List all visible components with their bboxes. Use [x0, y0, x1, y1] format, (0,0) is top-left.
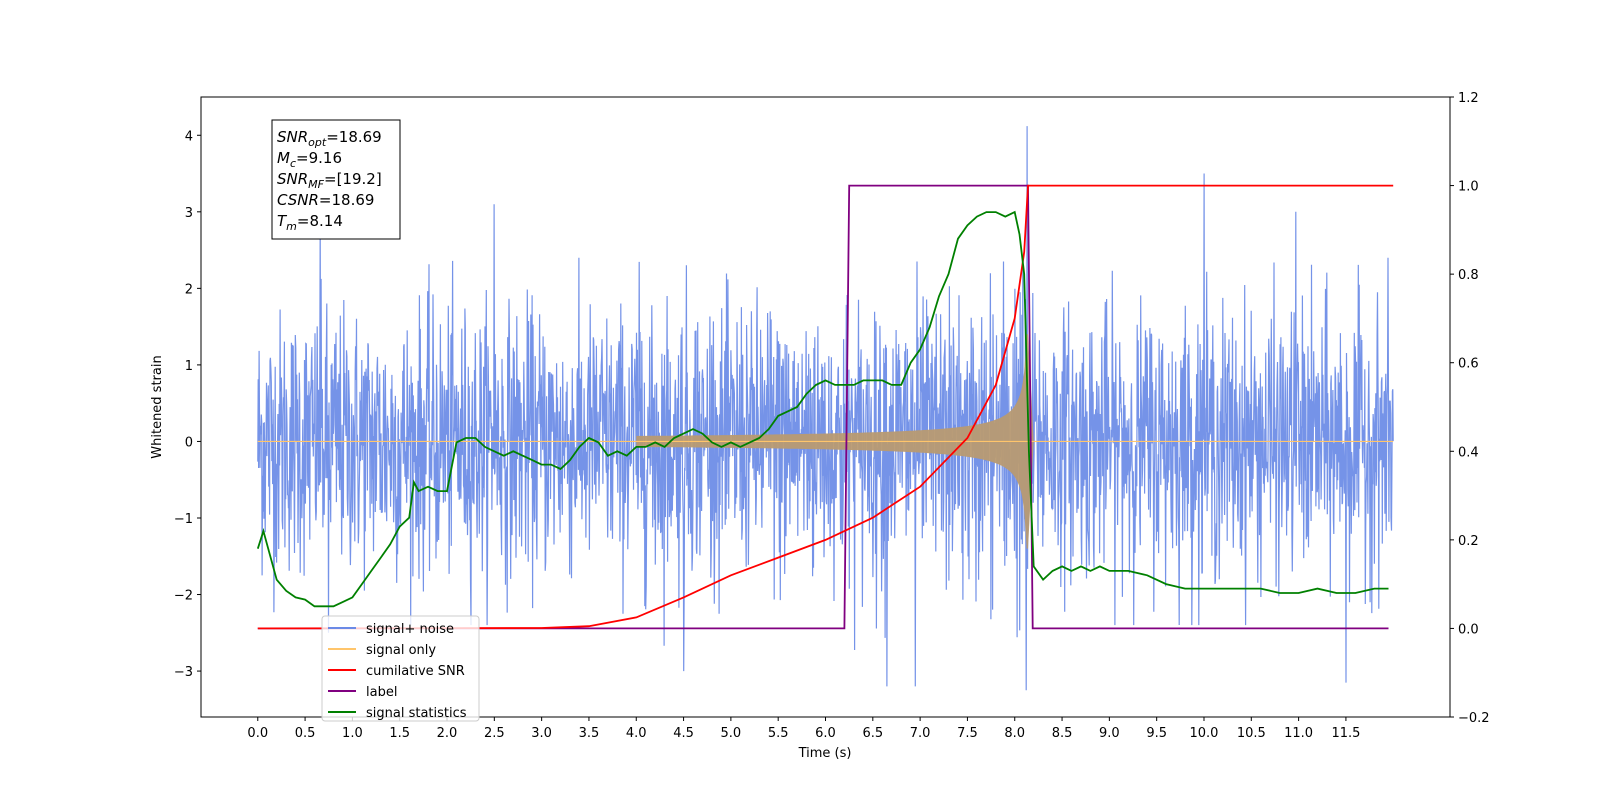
info-line-subscript: MF [308, 178, 324, 191]
x-tick-label: 9.0 [1099, 726, 1120, 741]
info-line: SNRMF=[19.2] [277, 170, 382, 191]
info-line-value: =9.16 [296, 149, 342, 167]
y-right-tick-label: 0.4 [1458, 445, 1479, 460]
info-line-subscript: c [290, 157, 296, 170]
y-left-tick-label: 0 [185, 435, 193, 450]
x-tick-label: 1.5 [389, 726, 410, 741]
legend: signal+ noise signal only cumilative SNR la… [321, 615, 480, 722]
legend-label: signal statistics [366, 706, 467, 721]
legend-label: signal only [366, 643, 436, 658]
y-right-tick-label: 0.6 [1458, 357, 1479, 372]
label-line [257, 184, 1389, 630]
info-line: CSNR=18.69 [277, 191, 374, 209]
x-axis-label: Time (s) [798, 746, 852, 761]
info-line: Tm=8.14 [277, 212, 343, 233]
x-tick-label: 6.0 [815, 726, 836, 741]
y-right-tick-label: 1.2 [1458, 91, 1479, 106]
signal-noise-line [257, 126, 1394, 691]
x-tick-label: 1.0 [342, 726, 363, 741]
plot-area [256, 126, 1394, 691]
signal-statistics-line [256, 210, 1389, 608]
x-tick-label: 2.5 [484, 726, 505, 741]
info-line-subscript: m [286, 220, 297, 233]
y-left-tick-label: 2 [185, 282, 193, 297]
info-line-symbol: SNR [277, 170, 308, 188]
info-line-value: =8.14 [297, 212, 343, 230]
x-tick-label: 5.5 [768, 726, 789, 741]
y-left-tick-label: −3 [174, 665, 193, 680]
y-right-tick-label: 0.0 [1458, 622, 1479, 637]
x-tick-label: 3.0 [531, 726, 552, 741]
x-tick-label: 3.5 [579, 726, 600, 741]
y-right-tick-label: 1.0 [1458, 180, 1479, 195]
info-line-value: =18.69 [319, 191, 375, 209]
info-box-frame [271, 119, 401, 240]
y-axis-label: Whitened strain [150, 355, 165, 458]
y-left-tick-label: 1 [185, 359, 193, 374]
info-line-value: =18.69 [326, 128, 382, 146]
x-tick-label: 7.0 [910, 726, 931, 741]
legend-label: cumilative SNR [366, 664, 465, 679]
cumulative-snr-line [257, 184, 1394, 630]
x-tick-label: 7.5 [957, 726, 978, 741]
x-tick-label: 5.0 [721, 726, 742, 741]
x-tick-label: 9.5 [1146, 726, 1167, 741]
info-line-subscript: opt [308, 136, 327, 149]
y-left-tick-label: −1 [174, 512, 193, 527]
y-right-tick-label: 0.2 [1458, 534, 1479, 549]
legend-frame [321, 615, 480, 722]
x-tick-label: 8.0 [1004, 726, 1025, 741]
legend-label: signal+ noise [366, 622, 454, 637]
y-left-tick-label: 3 [185, 206, 193, 221]
x-tick-label: 4.5 [673, 726, 694, 741]
x-tick-label: 0.5 [295, 726, 316, 741]
x-tick-label: 10.5 [1237, 726, 1266, 741]
x-tick-label: 11.0 [1284, 726, 1313, 741]
axis-ticks: 0.0 0.5 1.0 1.5 2.0 2.5 3.0 3.5 4.0 4.5 5.0 5.5 6.0 6… [174, 91, 1490, 741]
info-line-symbol: T [277, 212, 288, 230]
y-left-tick-label: −2 [174, 589, 193, 604]
y-left-tick-label: 4 [185, 129, 193, 144]
info-line-symbol: SNR [277, 128, 308, 146]
legend-label: label [366, 685, 397, 700]
y-right-tick-label: −0.2 [1458, 711, 1490, 726]
info-line-value: =[19.2] [324, 170, 382, 188]
info-line: Mc=9.16 [277, 149, 342, 170]
x-tick-label: 10.0 [1190, 726, 1219, 741]
info-line-symbol: M [277, 149, 290, 167]
x-tick-label: 2.0 [437, 726, 458, 741]
x-tick-label: 11.5 [1331, 726, 1360, 741]
x-tick-label: 6.5 [862, 726, 883, 741]
x-tick-label: 4.0 [626, 726, 647, 741]
info-box: SNRopt=18.69Mc=9.16SNRMF=[19.2]CSNR=18.6… [271, 119, 401, 240]
info-line-symbol: CSNR [277, 191, 319, 209]
y-right-tick-label: 0.8 [1458, 268, 1479, 283]
x-tick-label: 8.5 [1052, 726, 1073, 741]
x-tick-label: 0.0 [247, 726, 268, 741]
info-line: SNRopt=18.69 [277, 128, 382, 149]
